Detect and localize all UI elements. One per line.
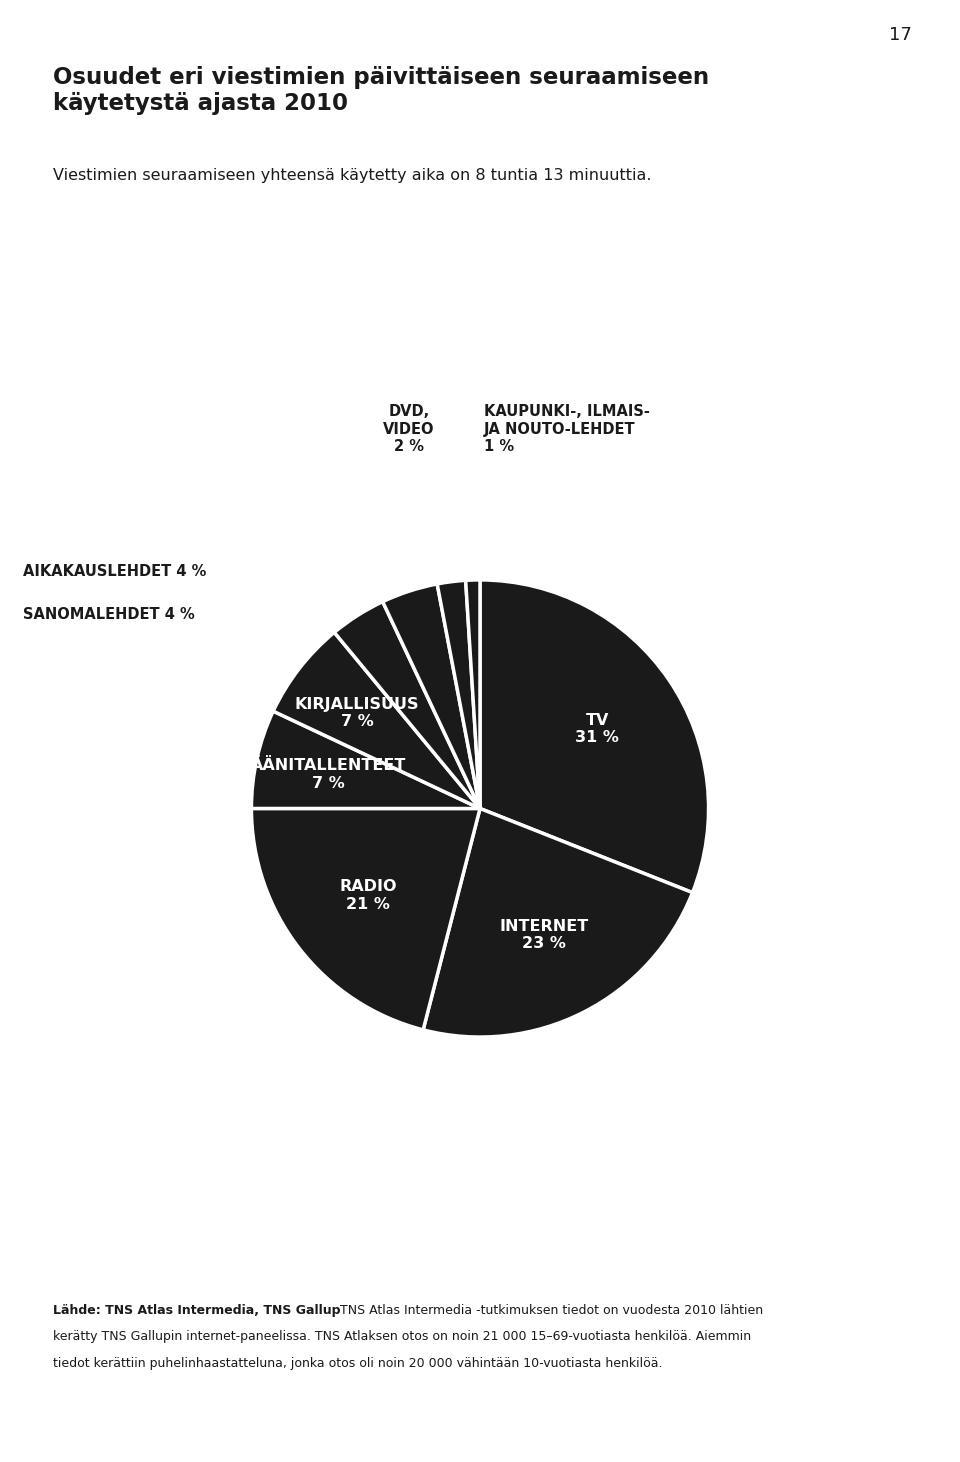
Text: Viestimien seuraamiseen yhteensä käytetty aika on 8 tuntia 13 minuuttia.: Viestimien seuraamiseen yhteensä käytett… (53, 168, 651, 183)
Text: ÄÄNITALLENTEET
7 %: ÄÄNITALLENTEET 7 % (251, 759, 406, 791)
Wedge shape (274, 633, 480, 808)
Text: TNS Atlas Intermedia -tutkimuksen tiedot on vuodesta 2010 lähtien: TNS Atlas Intermedia -tutkimuksen tiedot… (336, 1304, 763, 1317)
Text: kerätty TNS Gallupin internet-paneelissa. TNS Atlaksen otos on noin 21 000 15–69: kerätty TNS Gallupin internet-paneelissa… (53, 1330, 751, 1344)
Text: INTERNET
23 %: INTERNET 23 % (500, 918, 589, 950)
Text: KAUPUNKI-, ILMAIS-
JA NOUTO-LEHDET
1 %: KAUPUNKI-, ILMAIS- JA NOUTO-LEHDET 1 % (484, 405, 650, 455)
Text: Osuudet eri viestimien päivittäiseen seuraamiseen
käytetystä ajasta 2010: Osuudet eri viestimien päivittäiseen seu… (53, 66, 708, 115)
Wedge shape (480, 580, 708, 893)
Text: KIRJALLISUUS
7 %: KIRJALLISUUS 7 % (295, 697, 420, 730)
Text: SANOMALEHDET 4 %: SANOMALEHDET 4 % (23, 608, 195, 623)
Wedge shape (252, 808, 480, 1029)
Wedge shape (437, 580, 480, 808)
Text: TV
31 %: TV 31 % (575, 712, 619, 746)
Wedge shape (383, 583, 480, 808)
Wedge shape (334, 602, 480, 808)
Wedge shape (466, 580, 480, 808)
Wedge shape (252, 711, 480, 808)
Text: tiedot kerättiin puhelinhaastatteluna, jonka otos oli noin 20 000 vähintään 10-v: tiedot kerättiin puhelinhaastatteluna, j… (53, 1357, 662, 1370)
Text: AIKAKAUSLEHDET 4 %: AIKAKAUSLEHDET 4 % (23, 563, 206, 579)
Text: DVD,
VIDEO
2 %: DVD, VIDEO 2 % (383, 405, 435, 455)
Text: 17: 17 (889, 26, 912, 44)
Text: Lähde: TNS Atlas Intermedia, TNS Gallup: Lähde: TNS Atlas Intermedia, TNS Gallup (53, 1304, 340, 1317)
Text: RADIO
21 %: RADIO 21 % (339, 879, 396, 911)
Wedge shape (423, 808, 692, 1037)
